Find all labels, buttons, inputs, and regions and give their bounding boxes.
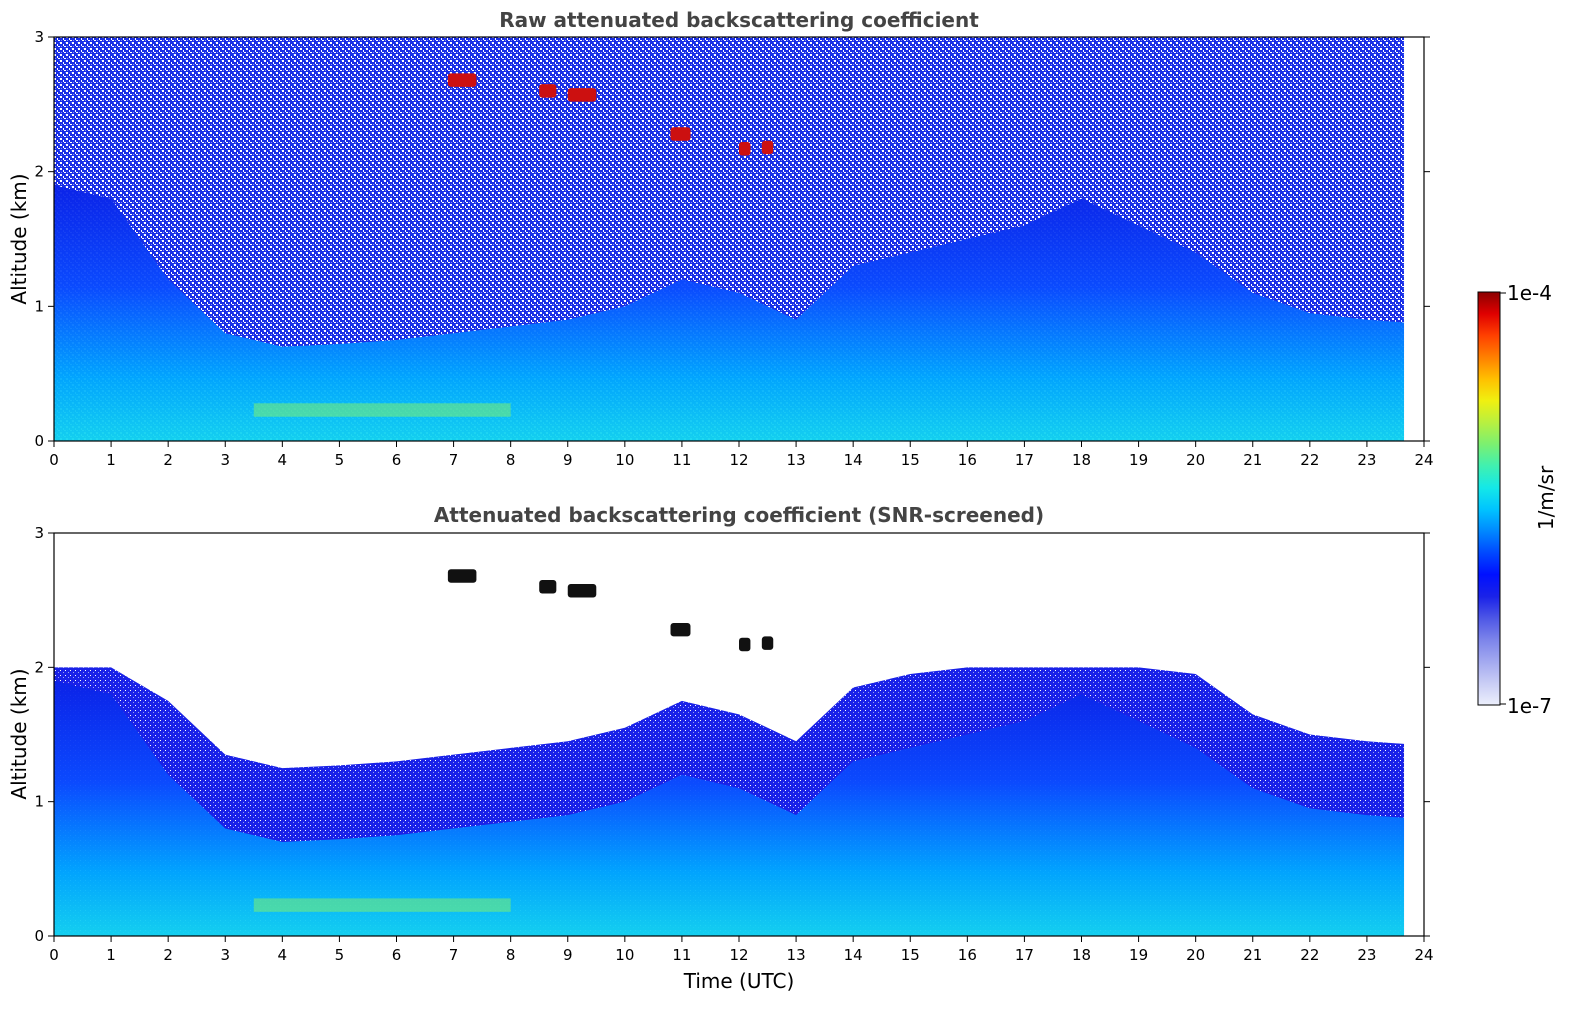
x-tick-label: 18 <box>1072 946 1091 964</box>
colorbar-unit-label: 1/m/sr <box>1534 465 1558 530</box>
cloud-4 <box>739 142 751 156</box>
cloud-2 <box>567 88 597 102</box>
surface-aerosol-band <box>253 403 511 417</box>
boundary-layer <box>54 680 1405 936</box>
y-tick-label: 2 <box>34 163 44 181</box>
x-tick-label: 23 <box>1357 946 1376 964</box>
plot-area-screened <box>54 533 1424 936</box>
x-tick-label: 11 <box>672 946 691 964</box>
panel-raw: Raw attenuated backscattering coefficien… <box>7 8 1434 469</box>
x-tick-label: 2 <box>163 451 173 469</box>
panel-2-ylabel: Altitude (km) <box>7 668 31 799</box>
x-tick-label: 15 <box>901 451 920 469</box>
colorbar: 1e-4 1e-7 1/m/sr <box>1477 281 1558 718</box>
cloud-3 <box>670 623 691 637</box>
x-tick-label: 21 <box>1243 451 1262 469</box>
x-axis-raw: 0 1 2 3 4 5 6 7 8 9 10 11 12 13 14 15 16 17 18 19 20 21 22 23 24 <box>49 441 1434 469</box>
x-tick-label: 1 <box>106 451 116 469</box>
cloud-1 <box>539 84 557 98</box>
x-tick-label: 11 <box>672 451 691 469</box>
x-tick-label: 10 <box>615 946 634 964</box>
x-tick-label: 4 <box>278 451 288 469</box>
x-tick-label: 13 <box>787 946 806 964</box>
x-tick-label: 6 <box>392 946 402 964</box>
y-tick-label: 1 <box>34 297 44 315</box>
y-tick-label: 3 <box>34 28 44 46</box>
x-tick-label: 0 <box>49 946 59 964</box>
y-tick-label: 1 <box>34 793 44 811</box>
x-tick-label: 5 <box>335 451 345 469</box>
x-tick-label: 17 <box>1015 451 1034 469</box>
x-tick-label: 8 <box>506 946 516 964</box>
x-tick-label: 14 <box>844 946 863 964</box>
x-tick-label: 7 <box>449 946 459 964</box>
x-tick-label: 16 <box>958 946 977 964</box>
x-tick-label: 23 <box>1357 451 1376 469</box>
x-tick-label: 22 <box>1300 946 1319 964</box>
y-tick-label: 3 <box>34 524 44 542</box>
x-tick-label: 9 <box>563 946 573 964</box>
cloud-5 <box>761 140 774 155</box>
cloud-3 <box>670 127 691 141</box>
surface-aerosol-band <box>253 898 511 912</box>
x-tick-label: 4 <box>278 946 288 964</box>
x-tick-label: 16 <box>958 451 977 469</box>
cloud-1 <box>539 580 557 594</box>
x-tick-label: 18 <box>1072 451 1091 469</box>
y-axis-screened: 0 1 2 3 <box>34 524 1430 945</box>
x-tick-label: 0 <box>49 451 59 469</box>
x-tick-label: 21 <box>1243 946 1262 964</box>
colorbar-min-label: 1e-7 <box>1507 694 1552 718</box>
colorbar-bar <box>1477 291 1501 706</box>
panel-2-title: Attenuated backscattering coefficient (S… <box>434 503 1044 527</box>
panel-1-title: Raw attenuated backscattering coefficien… <box>499 8 979 32</box>
x-tick-label: 3 <box>220 946 230 964</box>
x-tick-label: 12 <box>729 451 748 469</box>
x-tick-label: 8 <box>506 451 516 469</box>
x-axis-screened: 0 1 2 3 4 5 6 7 8 9 10 11 12 13 14 15 16 17 18 19 20 21 22 23 24 <box>49 936 1434 964</box>
x-tick-label: 15 <box>901 946 920 964</box>
x-tick-label: 1 <box>106 946 116 964</box>
x-tick-label: 19 <box>1129 946 1148 964</box>
x-tick-label: 14 <box>844 451 863 469</box>
colorbar-max-label: 1e-4 <box>1507 281 1552 305</box>
panel-2-xlabel: Time (UTC) <box>683 969 795 993</box>
y-tick-label: 0 <box>34 432 44 450</box>
y-axis-raw: 0 1 2 3 <box>34 28 1430 450</box>
cloud-2 <box>567 584 597 598</box>
x-tick-label: 22 <box>1300 451 1319 469</box>
x-tick-label: 12 <box>729 946 748 964</box>
cloud-5 <box>761 636 774 650</box>
y-tick-label: 2 <box>34 658 44 676</box>
x-tick-label: 9 <box>563 451 573 469</box>
x-tick-label: 19 <box>1129 451 1148 469</box>
x-tick-label: 6 <box>392 451 402 469</box>
x-tick-label: 10 <box>615 451 634 469</box>
x-tick-label: 2 <box>163 946 173 964</box>
panel-1-ylabel: Altitude (km) <box>7 173 31 304</box>
panel-screened: Attenuated backscattering coefficient (S… <box>7 503 1434 993</box>
x-tick-label: 5 <box>335 946 345 964</box>
y-tick-label: 0 <box>34 927 44 945</box>
x-tick-label: 24 <box>1414 451 1433 469</box>
plot-area-raw <box>54 37 1405 441</box>
x-tick-label: 20 <box>1186 451 1205 469</box>
x-tick-label: 20 <box>1186 946 1205 964</box>
x-tick-label: 3 <box>220 451 230 469</box>
x-tick-label: 7 <box>449 451 459 469</box>
x-tick-label: 13 <box>787 451 806 469</box>
cloud-4 <box>739 637 751 652</box>
cloud-0 <box>447 73 477 87</box>
boundary-layer <box>54 185 1405 441</box>
cloud-0 <box>447 569 477 583</box>
x-tick-label: 24 <box>1414 946 1433 964</box>
x-tick-label: 17 <box>1015 946 1034 964</box>
